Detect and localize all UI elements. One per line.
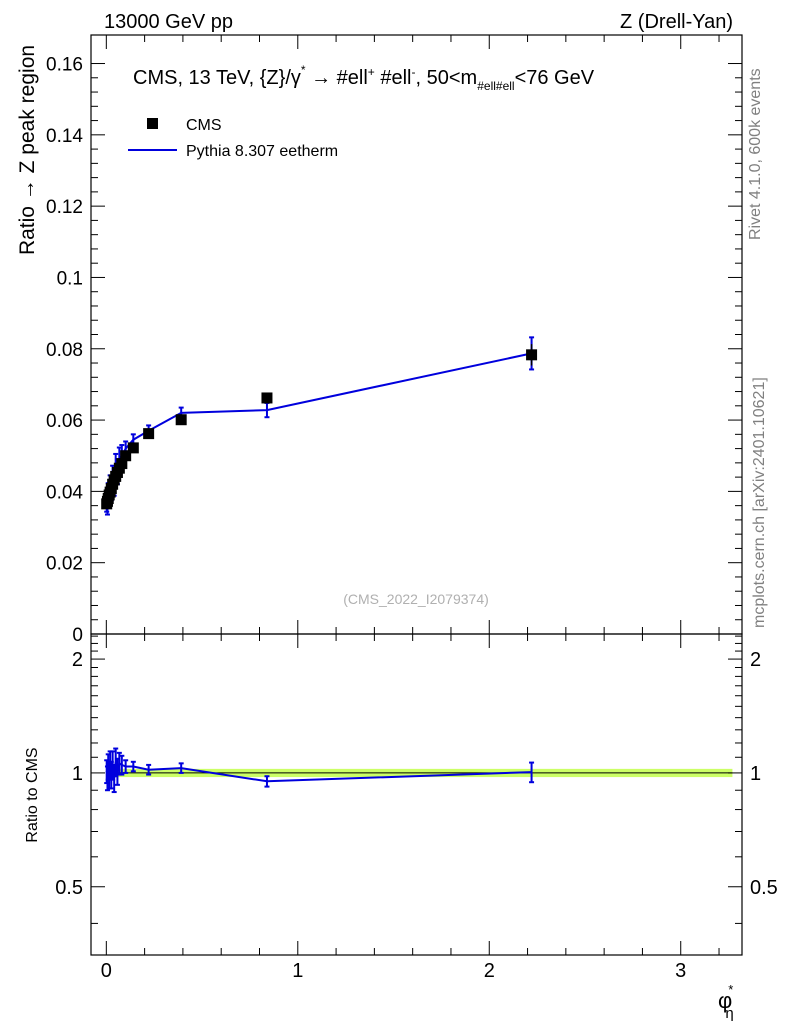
cms-marker	[116, 458, 128, 470]
cms-marker	[120, 450, 132, 462]
title-minus: -	[412, 65, 416, 79]
xlabel-phi: φ	[718, 988, 732, 1013]
title-prefix: CMS, 13 TeV, {Z}/γ	[133, 67, 301, 89]
cms-marker	[143, 428, 155, 440]
ratio-xtick-label: 2	[484, 960, 495, 982]
cms-marker	[175, 414, 187, 426]
ratio-ytick-label-left: 0.5	[55, 877, 83, 899]
legend-cms-label: CMS	[186, 117, 222, 134]
title-arrow: → #ell	[306, 67, 368, 89]
ratio-plot-data	[104, 747, 535, 794]
cms-marker	[526, 349, 538, 361]
main-ytick-label: 0.02	[46, 554, 83, 575]
main-ytick-label: 0.08	[46, 340, 83, 361]
main-ytick-label: 0.04	[46, 482, 83, 503]
main-ytick-label: 0	[72, 625, 83, 646]
main-axis-ticks: 0 0.02 0.04 0.06 0.08 0.1 0.12 0.14 0.16	[46, 35, 742, 646]
cms-marker	[261, 392, 273, 404]
legend-pythia-label: Pythia 8.307 eetherm	[186, 143, 338, 160]
ratio-ytick-label-left: 1	[72, 763, 83, 785]
pythia-line	[105, 352, 532, 506]
main-ytick-label: 0.1	[57, 268, 83, 289]
header-right: Z (Drell-Yan)	[620, 11, 733, 33]
ratio-ytick-label-right: 0.5	[750, 877, 778, 899]
title-suffix: <76 GeV	[515, 67, 595, 89]
title-star: *	[301, 63, 306, 77]
title-sub: #ell#ell	[477, 79, 514, 93]
analysis-watermark: (CMS_2022_I2079374)	[343, 591, 489, 607]
ratio-xtick-label: 3	[675, 960, 686, 982]
main-ylabel: Ratio → Z peak region	[16, 45, 39, 255]
ratio-xtick-label: 0	[101, 960, 112, 982]
title-mid: #ell	[375, 67, 412, 89]
header-left: 13000 GeV pp	[104, 11, 233, 33]
ratio-xlabel: φ* η	[718, 982, 734, 1022]
main-ytick-label: 0.12	[46, 197, 83, 218]
xlabel-star: *	[728, 982, 733, 997]
cms-marker	[127, 442, 139, 454]
rivet-label: Rivet 4.1.0, 600k events	[747, 68, 764, 240]
ratio-ytick-label-right: 2	[750, 649, 761, 671]
main-title: CMS, 13 TeV, {Z}/γ* → #ell+ #ell-, 50<m#…	[133, 63, 595, 93]
ratio-frame	[90, 633, 743, 956]
title-plus: +	[368, 65, 375, 79]
main-ytick-label: 0.06	[46, 411, 83, 432]
ratio-axis-ticks: 0.5 0.5 1 1 2 2 0 1 2 3	[55, 634, 778, 982]
ratio-xtick-label: 1	[292, 960, 303, 982]
legend: CMS Pythia 8.307 eetherm	[128, 117, 338, 160]
legend-cms-marker	[147, 118, 158, 129]
main-ytick-label: 0.16	[46, 55, 83, 76]
title-after: , 50<m	[416, 67, 478, 89]
mcplots-label: mcplots.cern.ch [arXiv:2401.10621]	[751, 377, 768, 628]
main-ytick-label: 0.14	[46, 126, 83, 147]
ratio-ylabel: Ratio to CMS	[24, 747, 41, 842]
ratio-ytick-label-right: 1	[750, 763, 761, 785]
xlabel-eta: η	[725, 1005, 733, 1022]
main-plot-data	[101, 336, 538, 516]
ratio-ytick-label-left: 2	[72, 649, 83, 671]
